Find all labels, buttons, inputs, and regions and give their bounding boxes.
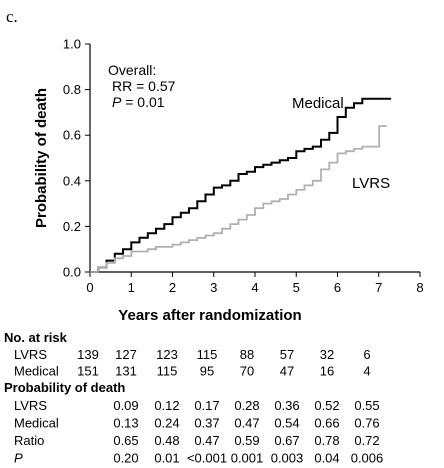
x-axis-label: Years after randomization: [118, 307, 301, 324]
x-tick-label: 5: [293, 280, 300, 295]
table-cell: 0.55: [354, 398, 379, 413]
table-cell: 0.52: [314, 398, 339, 413]
table-cell: 4: [363, 364, 370, 379]
table-cell: 0.24: [154, 416, 179, 431]
table-row-label: LVRS: [14, 398, 47, 413]
table-cell: 47: [280, 364, 294, 379]
table-cell: 6: [363, 347, 370, 362]
x-tick-label: 2: [169, 280, 176, 295]
x-tick-label: 8: [416, 280, 423, 295]
annotation-p-symbol: P: [112, 94, 122, 110]
table-cell: 95: [200, 364, 214, 379]
x-tick-label: 1: [128, 280, 135, 295]
table-cell: 131: [115, 364, 137, 379]
table-cell: 0.37: [194, 416, 219, 431]
table-cell: 0.20: [113, 451, 138, 466]
table-cell: 70: [240, 364, 254, 379]
table-cell: 0.09: [113, 398, 138, 413]
table-cell: 0.76: [354, 416, 379, 431]
table-cell: 0.04: [314, 451, 339, 466]
x-tick-label: 7: [375, 280, 382, 295]
y-tick-label: 1.0: [63, 37, 81, 52]
survival-chart: 0.0 0.2 0.4 0.6 0.8 1.0 0 1 2 3 4 5 6 7 8 Years after…: [33, 37, 424, 325]
prob-table: LVRS 0.09 0.12 0.17 0.28 0.36 0.52 0.55 Medical 0…: [14, 398, 383, 466]
x-tick-label: 6: [334, 280, 341, 295]
table-cell: 0.47: [194, 433, 219, 448]
series-label-medical: Medical: [292, 95, 344, 112]
table-cell: 0.66: [314, 416, 339, 431]
y-axis-label: Probability of death: [33, 88, 50, 228]
table-cell: 88: [240, 347, 254, 362]
series-line-medical: [90, 97, 392, 273]
table-cell: 16: [320, 364, 334, 379]
table-cell: 0.12: [154, 398, 179, 413]
y-tick-label: 0.2: [63, 219, 81, 234]
table-cell: 0.17: [194, 398, 219, 413]
table-cell: 127: [115, 347, 137, 362]
table-row-label: Medical: [14, 416, 59, 431]
risk-table-header: No. at risk: [4, 330, 68, 345]
table-cell: 0.003: [271, 451, 304, 466]
y-tick-label: 0.6: [63, 128, 81, 143]
table-cell: 57: [280, 347, 294, 362]
table-cell: 123: [156, 347, 178, 362]
y-tick-label: 0.8: [63, 82, 81, 97]
table-cell: 0.001: [231, 451, 264, 466]
annotation-rr: RR = 0.57: [112, 78, 176, 94]
table-cell: 0.006: [351, 451, 384, 466]
series-lines: [90, 97, 392, 273]
tables: No. at risk LVRS 139 127 123 115 88 57 32 6 Medic…: [4, 330, 383, 466]
table-cell: 115: [197, 347, 218, 362]
table-cell: 0.72: [354, 433, 379, 448]
series-line-lvrs: [90, 125, 387, 273]
table-cell: 0.36: [274, 398, 299, 413]
x-tick-label: 4: [251, 280, 258, 295]
table-cell: <0.001: [187, 451, 227, 466]
table-row-label: P: [14, 451, 23, 466]
y-tick-label: 0.0: [63, 265, 81, 280]
table-cell: 115: [157, 364, 178, 379]
x-tick-label: 0: [86, 280, 93, 295]
y-tick-labels: 0.0 0.2 0.4 0.6 0.8 1.0: [63, 37, 90, 280]
table-cell: 0.65: [113, 433, 138, 448]
series-label-lvrs: LVRS: [352, 175, 390, 192]
table-row-label: Medical: [14, 364, 59, 379]
table-cell: 0.54: [274, 416, 299, 431]
panel-label: c.: [6, 7, 18, 26]
annotation-overall: Overall:: [108, 62, 156, 78]
annotation-p: P = 0.01: [112, 94, 165, 110]
table-cell: 0.28: [234, 398, 259, 413]
risk-table: LVRS 139 127 123 115 88 57 32 6 Medical 151 131 115 9…: [14, 347, 371, 379]
table-cell: 0.78: [314, 433, 339, 448]
table-row-label: LVRS: [14, 347, 47, 362]
table-cell: 0.48: [154, 433, 179, 448]
x-tick-label: 3: [210, 280, 217, 295]
table-cell: 0.01: [154, 451, 179, 466]
table-cell: 139: [77, 347, 99, 362]
annotation-p-value: = 0.01: [121, 94, 164, 110]
table-cell: 0.67: [274, 433, 299, 448]
table-cell: 0.13: [113, 416, 138, 431]
prob-table-header: Probability of death: [4, 380, 125, 395]
table-cell: 0.47: [234, 416, 259, 431]
table-row-label: Ratio: [14, 433, 44, 448]
x-tick-labels: 0 1 2 3 4 5 6 7 8: [86, 272, 424, 295]
y-tick-label: 0.4: [63, 173, 81, 188]
table-cell: 32: [320, 347, 334, 362]
table-cell: 0.59: [234, 433, 259, 448]
table-cell: 151: [77, 364, 99, 379]
